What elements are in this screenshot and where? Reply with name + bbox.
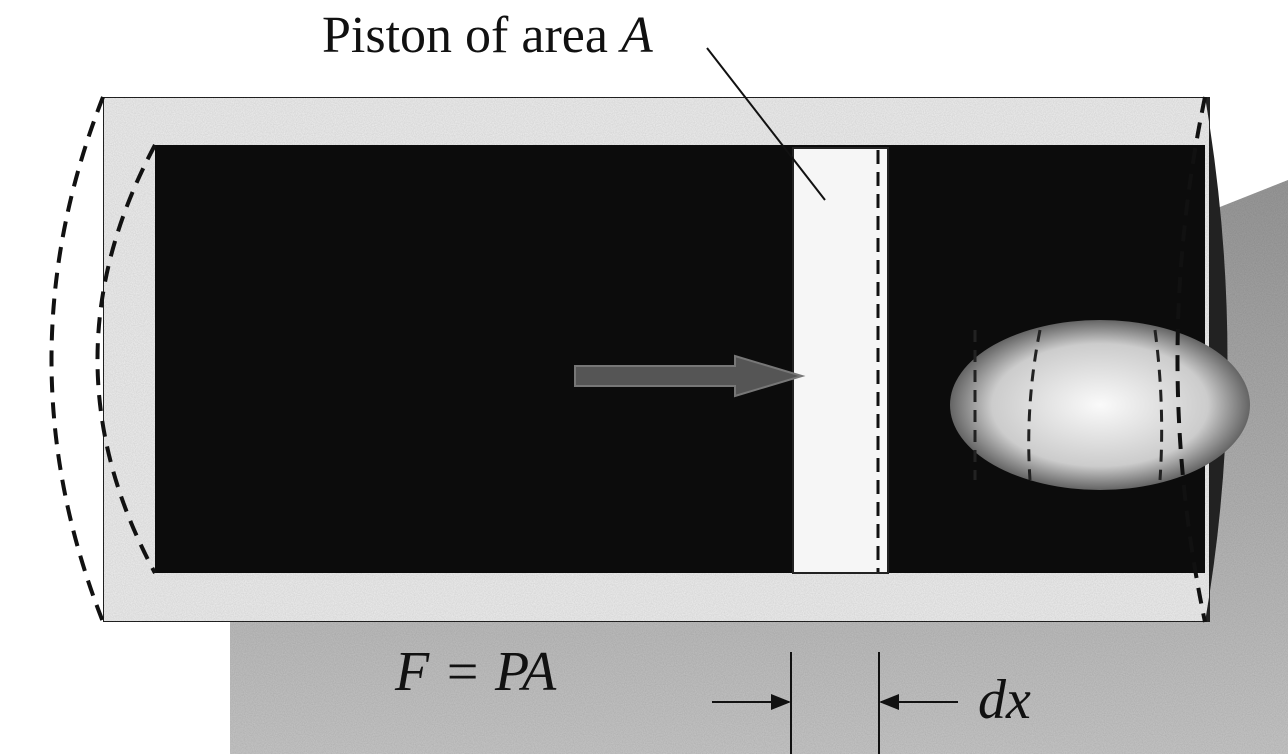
dashed-end — [49, 96, 105, 623]
piston-label: Piston of area A — [322, 7, 653, 64]
dashed-end — [95, 144, 157, 574]
highlight-dash — [973, 329, 1164, 481]
force-label: F = PA — [394, 641, 557, 703]
pointer-line — [706, 47, 826, 201]
piston-label-symbol: A — [618, 7, 653, 64]
displacement-label: dx — [978, 669, 1031, 731]
force-arrow — [574, 354, 806, 398]
dashed-end — [1175, 96, 1207, 623]
cylinder-highlight — [950, 320, 1250, 490]
piston — [792, 147, 889, 574]
piston-label-text: Piston of area — [322, 7, 608, 64]
